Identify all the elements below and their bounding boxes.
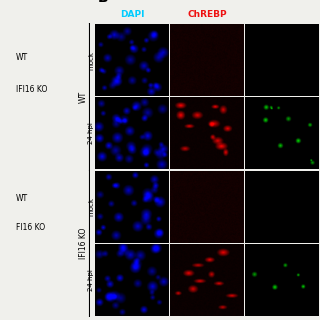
Text: 24 hpi: 24 hpi [88, 269, 94, 291]
Text: WT: WT [16, 194, 28, 203]
Text: 24 hpi: 24 hpi [88, 123, 94, 144]
Text: mock: mock [88, 197, 94, 216]
Text: WT: WT [79, 91, 88, 103]
Text: B: B [98, 0, 108, 5]
Text: ChREBP: ChREBP [188, 11, 227, 20]
Text: IFI16 KO: IFI16 KO [16, 85, 47, 94]
Text: mock: mock [88, 51, 94, 70]
Text: DAPI: DAPI [120, 11, 144, 20]
Text: IFI16 KO: IFI16 KO [79, 228, 88, 259]
Text: FI16 KO: FI16 KO [16, 223, 45, 232]
Text: WT: WT [16, 53, 28, 62]
